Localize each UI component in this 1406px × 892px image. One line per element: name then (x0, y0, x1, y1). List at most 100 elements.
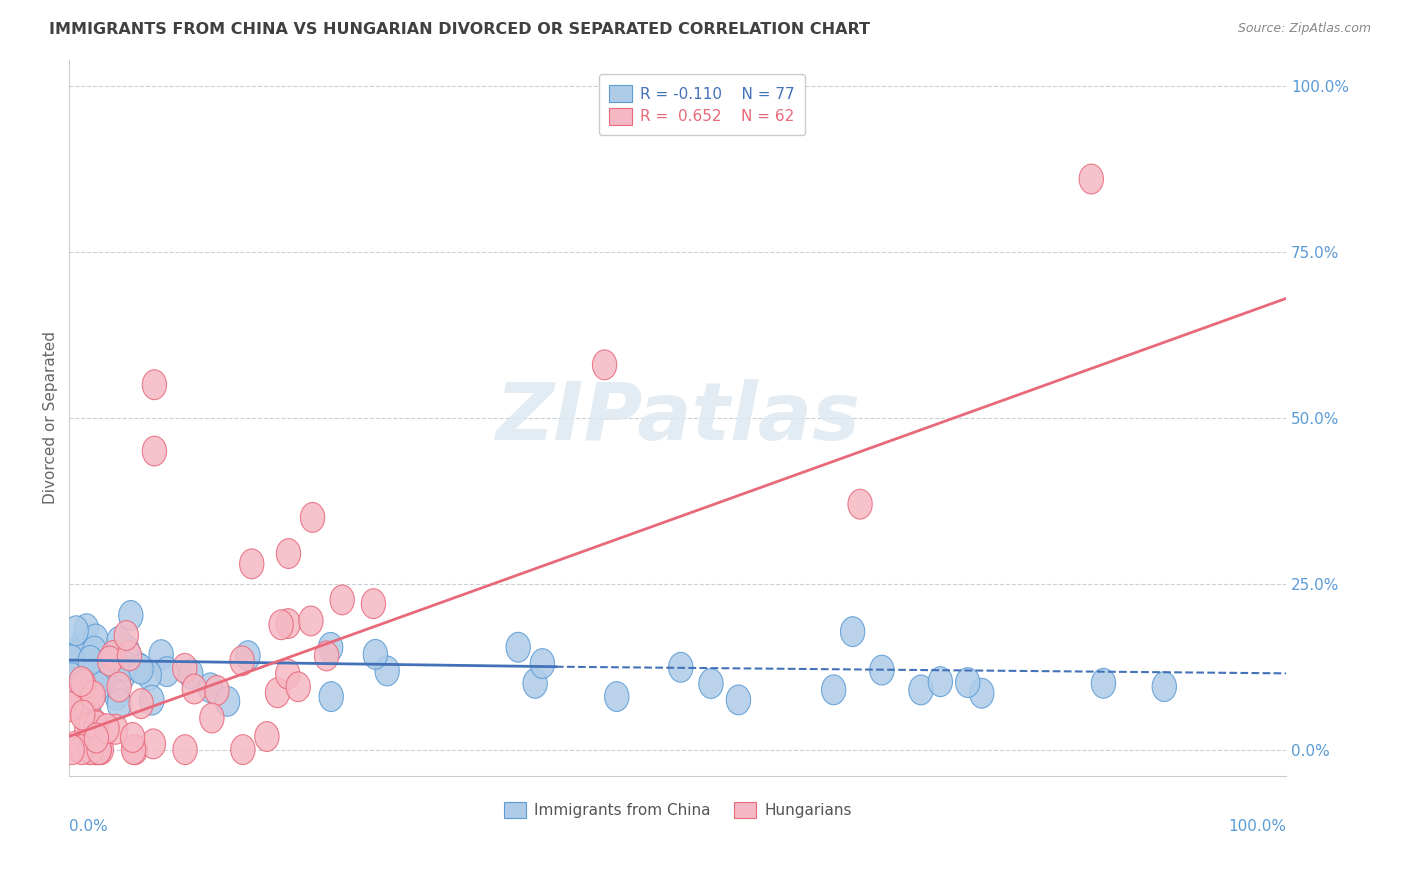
Ellipse shape (80, 648, 104, 679)
Ellipse shape (60, 735, 84, 764)
Ellipse shape (277, 539, 301, 568)
Ellipse shape (87, 735, 111, 764)
Ellipse shape (66, 641, 90, 671)
Ellipse shape (956, 667, 980, 698)
Ellipse shape (79, 681, 103, 711)
Ellipse shape (59, 663, 84, 692)
Ellipse shape (236, 640, 260, 671)
Ellipse shape (319, 681, 343, 712)
Ellipse shape (72, 670, 97, 699)
Ellipse shape (59, 650, 84, 681)
Ellipse shape (97, 646, 122, 676)
Ellipse shape (841, 616, 865, 647)
Ellipse shape (269, 610, 294, 640)
Ellipse shape (111, 661, 135, 691)
Ellipse shape (727, 685, 751, 714)
Ellipse shape (970, 678, 994, 708)
Ellipse shape (669, 652, 693, 682)
Ellipse shape (121, 723, 145, 753)
Ellipse shape (142, 436, 166, 466)
Ellipse shape (699, 669, 723, 698)
Ellipse shape (107, 672, 131, 702)
Ellipse shape (84, 723, 108, 753)
Ellipse shape (83, 624, 108, 654)
Ellipse shape (276, 659, 299, 689)
Ellipse shape (72, 669, 96, 699)
Ellipse shape (138, 660, 162, 690)
Ellipse shape (928, 666, 952, 697)
Ellipse shape (73, 700, 98, 731)
Ellipse shape (59, 645, 84, 674)
Legend: Immigrants from China, Hungarians: Immigrants from China, Hungarians (496, 794, 859, 826)
Ellipse shape (848, 489, 872, 519)
Ellipse shape (200, 703, 224, 733)
Ellipse shape (375, 656, 399, 686)
Ellipse shape (530, 648, 554, 679)
Ellipse shape (118, 600, 143, 631)
Ellipse shape (908, 675, 934, 705)
Ellipse shape (330, 585, 354, 615)
Ellipse shape (84, 735, 108, 764)
Ellipse shape (1080, 164, 1104, 194)
Ellipse shape (121, 735, 146, 764)
Ellipse shape (124, 735, 148, 764)
Ellipse shape (63, 660, 87, 690)
Ellipse shape (79, 676, 103, 706)
Ellipse shape (69, 666, 93, 697)
Ellipse shape (298, 606, 323, 636)
Ellipse shape (94, 647, 118, 676)
Ellipse shape (66, 653, 91, 683)
Ellipse shape (59, 657, 84, 688)
Ellipse shape (361, 589, 385, 619)
Text: IMMIGRANTS FROM CHINA VS HUNGARIAN DIVORCED OR SEPARATED CORRELATION CHART: IMMIGRANTS FROM CHINA VS HUNGARIAN DIVOR… (49, 22, 870, 37)
Ellipse shape (592, 350, 617, 380)
Ellipse shape (67, 639, 93, 669)
Ellipse shape (82, 636, 107, 666)
Ellipse shape (60, 677, 84, 706)
Ellipse shape (179, 659, 202, 689)
Ellipse shape (139, 685, 165, 715)
Ellipse shape (62, 682, 86, 713)
Ellipse shape (101, 640, 125, 671)
Ellipse shape (254, 722, 278, 751)
Ellipse shape (173, 735, 197, 764)
Ellipse shape (73, 624, 97, 654)
Ellipse shape (266, 678, 290, 707)
Ellipse shape (77, 735, 101, 764)
Ellipse shape (65, 615, 89, 646)
Ellipse shape (104, 680, 129, 710)
Ellipse shape (107, 690, 132, 719)
Ellipse shape (75, 714, 98, 743)
Ellipse shape (870, 655, 894, 685)
Ellipse shape (73, 693, 98, 723)
Ellipse shape (605, 681, 628, 712)
Ellipse shape (129, 655, 153, 684)
Ellipse shape (239, 549, 264, 579)
Ellipse shape (821, 675, 846, 705)
Ellipse shape (198, 673, 222, 703)
Ellipse shape (229, 646, 254, 676)
Ellipse shape (173, 653, 197, 683)
Ellipse shape (83, 673, 107, 703)
Ellipse shape (1091, 668, 1115, 698)
Ellipse shape (104, 714, 128, 744)
Ellipse shape (115, 635, 139, 665)
Ellipse shape (87, 655, 112, 685)
Ellipse shape (63, 731, 87, 761)
Text: 0.0%: 0.0% (69, 819, 108, 834)
Ellipse shape (94, 714, 120, 744)
Ellipse shape (523, 668, 547, 698)
Ellipse shape (82, 681, 105, 711)
Ellipse shape (506, 632, 530, 662)
Ellipse shape (215, 687, 239, 716)
Ellipse shape (155, 657, 179, 687)
Ellipse shape (318, 632, 343, 662)
Ellipse shape (107, 626, 131, 657)
Ellipse shape (89, 735, 114, 764)
Ellipse shape (76, 697, 101, 727)
Ellipse shape (75, 614, 98, 644)
Ellipse shape (79, 646, 103, 675)
Ellipse shape (69, 649, 93, 680)
Ellipse shape (91, 648, 117, 677)
Ellipse shape (142, 370, 166, 400)
